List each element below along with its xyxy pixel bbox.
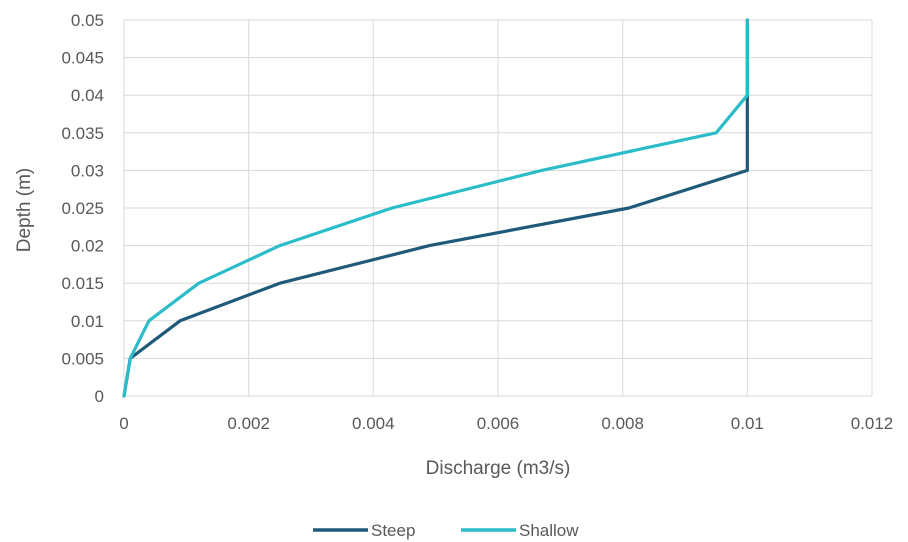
x-tick-label: 0.01: [731, 414, 764, 433]
y-tick-label: 0.035: [61, 124, 104, 143]
x-tick-label: 0.006: [477, 414, 520, 433]
y-axis-ticks: 0 0.005 0.01 0.015 0.02 0.025 0.03 0.035 0.04 0.0…: [61, 11, 104, 406]
x-tick-label: 0.004: [352, 414, 395, 433]
y-tick-label: 0.025: [61, 199, 104, 218]
y-tick-label: 0.03: [71, 161, 104, 180]
legend: Steep Shallow: [313, 521, 579, 540]
y-tick-label: 0.005: [61, 349, 104, 368]
y-tick-label: 0.05: [71, 11, 104, 30]
series-line-shallow: [122, 18, 749, 398]
legend-label-shallow: Shallow: [519, 521, 579, 540]
y-tick-label: 0: [95, 387, 104, 406]
x-axis-title: Discharge (m3/s): [426, 458, 571, 479]
series-lines: [122, 18, 749, 398]
gridlines: [123, 19, 873, 397]
x-tick-label: 0: [119, 414, 128, 433]
series-line-steep: [122, 18, 749, 398]
x-tick-label: 0.002: [227, 414, 270, 433]
y-tick-label: 0.01: [71, 312, 104, 331]
y-tick-label: 0.04: [71, 86, 104, 105]
y-axis-title: Depth (m): [14, 168, 35, 252]
x-axis-ticks: 0 0.002 0.004 0.006 0.008 0.01 0.012: [119, 414, 893, 433]
legend-label-steep: Steep: [371, 521, 415, 540]
y-tick-label: 0.045: [61, 49, 104, 68]
y-tick-label: 0.015: [61, 274, 104, 293]
x-tick-label: 0.012: [851, 414, 894, 433]
y-tick-label: 0.02: [71, 237, 104, 256]
x-tick-label: 0.008: [601, 414, 644, 433]
